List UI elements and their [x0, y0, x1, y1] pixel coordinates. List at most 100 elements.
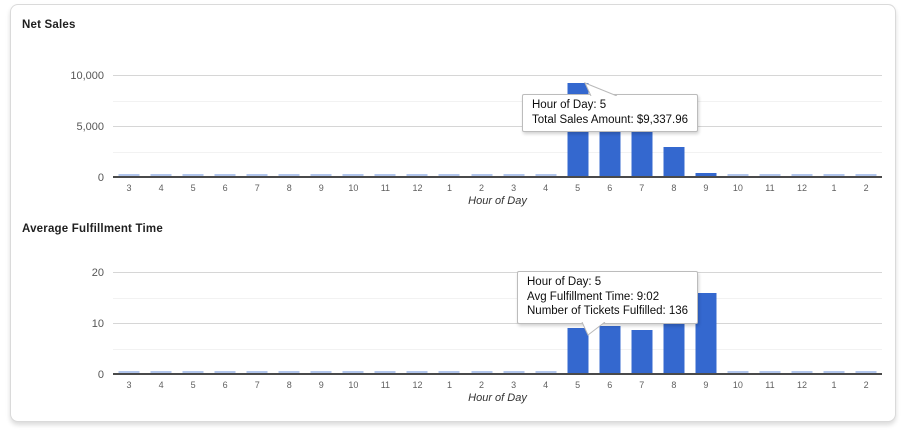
bar-hour-8[interactable]: [663, 147, 685, 176]
bar-hour-5[interactable]: [182, 174, 204, 176]
bar-slot: [433, 273, 465, 373]
y-tick-label: 20: [91, 267, 104, 279]
bar-slot: [305, 273, 337, 373]
major-gridline: [113, 272, 882, 273]
x-tick-label: 12: [797, 183, 808, 193]
bar-slot: [498, 76, 530, 176]
bar-hour-2[interactable]: [855, 174, 877, 176]
bar-slot: [433, 76, 465, 176]
x-tick-label: 8: [671, 183, 677, 193]
bar-hour-5[interactable]: [567, 327, 589, 373]
major-gridline: [113, 75, 882, 76]
bar-hour-9[interactable]: [695, 293, 717, 373]
bar-hour-4[interactable]: [535, 371, 557, 373]
bar-hour-4[interactable]: [150, 174, 172, 176]
bar-hour-11[interactable]: [759, 371, 781, 373]
bar-slot: [113, 273, 145, 373]
x-tick-label: 8: [671, 380, 677, 390]
bar-hour-8[interactable]: [278, 371, 300, 373]
x-tick-label: 1: [831, 380, 837, 390]
avg-fulfillment-plot-area: [113, 272, 882, 375]
bar-slot: [690, 273, 722, 373]
bar-hour-3[interactable]: [118, 371, 140, 373]
x-axis-title: Hour of Day: [468, 195, 527, 207]
bar-hour-12[interactable]: [406, 371, 428, 373]
bar-hour-3[interactable]: [503, 371, 525, 373]
x-tick-label: 6: [222, 380, 228, 390]
bar-hour-11[interactable]: [759, 174, 781, 176]
bar-hour-12[interactable]: [791, 174, 813, 176]
tooltip-line-avg-time: Avg Fulfillment Time: 9:02: [527, 290, 660, 303]
y-tick-label: 0: [97, 172, 104, 184]
x-tick-label: 11: [765, 183, 775, 193]
bar-slot: [241, 273, 273, 373]
bar-hour-1[interactable]: [438, 371, 460, 373]
x-tick-label: 12: [797, 380, 808, 390]
bar-slot: [241, 76, 273, 176]
bar-hour-8[interactable]: [278, 174, 300, 176]
bar-slot: [209, 273, 241, 373]
bar-hour-6[interactable]: [214, 174, 236, 176]
bar-slot: [786, 76, 818, 176]
x-tick-label: 8: [286, 183, 292, 193]
avg-fulfillment-tooltip: Hour of Day: 5 Avg Fulfillment Time: 9:0…: [517, 271, 699, 336]
x-tick-label: 11: [380, 183, 391, 193]
bar-hour-1[interactable]: [823, 371, 845, 373]
bar-hour-11[interactable]: [374, 174, 396, 176]
bar-hour-10[interactable]: [342, 174, 364, 176]
bar-hour-6[interactable]: [599, 326, 621, 373]
bar-hour-8[interactable]: [663, 314, 685, 373]
x-tick-label: 3: [126, 380, 132, 390]
bar-hour-2[interactable]: [855, 371, 877, 373]
chart-title-avg-fulfillment: Average Fulfillment Time: [22, 223, 163, 235]
bar-hour-4[interactable]: [150, 371, 172, 373]
net-sales-tooltip: Hour of Day: 5 Total Sales Amount: $9,33…: [522, 82, 698, 132]
bar-hour-9[interactable]: [310, 174, 332, 176]
x-tick-label: 4: [158, 183, 164, 193]
x-tick-label: 7: [639, 183, 645, 193]
bar-slot: [786, 273, 818, 373]
bar-hour-10[interactable]: [727, 174, 749, 176]
bar-hour-3[interactable]: [503, 174, 525, 176]
x-tick-label: 12: [412, 380, 423, 390]
x-tick-label: 4: [158, 380, 164, 390]
bar-hour-3[interactable]: [118, 174, 140, 176]
bar-hour-2[interactable]: [471, 174, 493, 176]
bar-hour-10[interactable]: [342, 371, 364, 373]
x-tick-label: 2: [863, 183, 869, 193]
bar-slot: [401, 76, 433, 176]
bar-hour-5[interactable]: [182, 371, 204, 373]
bar-slot: [690, 76, 722, 176]
bar-hour-12[interactable]: [791, 371, 813, 373]
x-tick-label: 9: [703, 380, 709, 390]
bar-hour-6[interactable]: [214, 371, 236, 373]
bar-hour-1[interactable]: [438, 174, 460, 176]
bar-slot: [754, 76, 786, 176]
bar-slot: [722, 76, 754, 176]
bar-hour-7[interactable]: [631, 329, 653, 373]
bar-slot: [722, 273, 754, 373]
x-tick-label: 10: [732, 380, 743, 390]
bar-hour-2[interactable]: [471, 371, 493, 373]
x-tick-label: 4: [543, 183, 549, 193]
bar-slot: [305, 76, 337, 176]
bar-slot: [818, 76, 850, 176]
bar-hour-1[interactable]: [823, 174, 845, 176]
x-tick-label: 2: [863, 380, 869, 390]
bar-hour-11[interactable]: [374, 371, 396, 373]
bar-hour-7[interactable]: [246, 371, 268, 373]
x-tick-label: 3: [511, 380, 517, 390]
bar-hour-4[interactable]: [535, 174, 557, 176]
bar-slot: [273, 76, 305, 176]
x-tick-label: 10: [348, 380, 359, 390]
bar-slot: [818, 273, 850, 373]
bar-hour-9[interactable]: [695, 173, 717, 176]
bar-hour-10[interactable]: [727, 371, 749, 373]
bar-hour-12[interactable]: [406, 174, 428, 176]
x-tick-label: 1: [446, 183, 452, 193]
bar-slot: [658, 273, 690, 373]
bar-hour-9[interactable]: [310, 371, 332, 373]
bar-hour-7[interactable]: [246, 174, 268, 176]
bar-slot: [626, 273, 658, 373]
major-gridline: [113, 323, 882, 324]
